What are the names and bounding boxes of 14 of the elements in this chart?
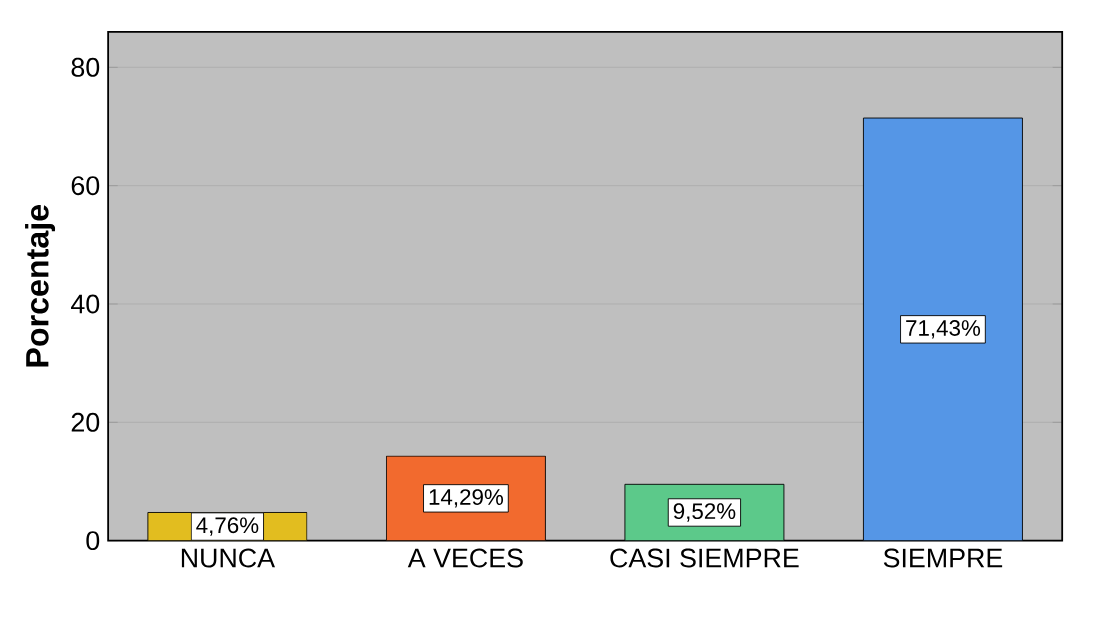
x-tick-label: NUNCA bbox=[181, 548, 276, 568]
y-tick-label: 20 bbox=[71, 412, 100, 432]
data-label: 4,76% bbox=[196, 517, 259, 536]
y-axis-title: Porcentaje bbox=[25, 204, 56, 367]
data-label: 14,29% bbox=[429, 488, 504, 508]
y-tick-label: 60 bbox=[71, 176, 100, 195]
y-tick-label: 40 bbox=[71, 294, 100, 314]
x-tick-label: SIEMPRE bbox=[883, 548, 1003, 568]
y-tick-label: 0 bbox=[86, 531, 100, 550]
x-tick-label: CASI SIEMPRE bbox=[610, 548, 799, 568]
data-label: 9,52% bbox=[673, 503, 736, 522]
y-tick-label: 80 bbox=[71, 57, 100, 77]
x-tick-label: A VECES bbox=[407, 548, 523, 568]
data-label: 71,43% bbox=[906, 319, 981, 339]
